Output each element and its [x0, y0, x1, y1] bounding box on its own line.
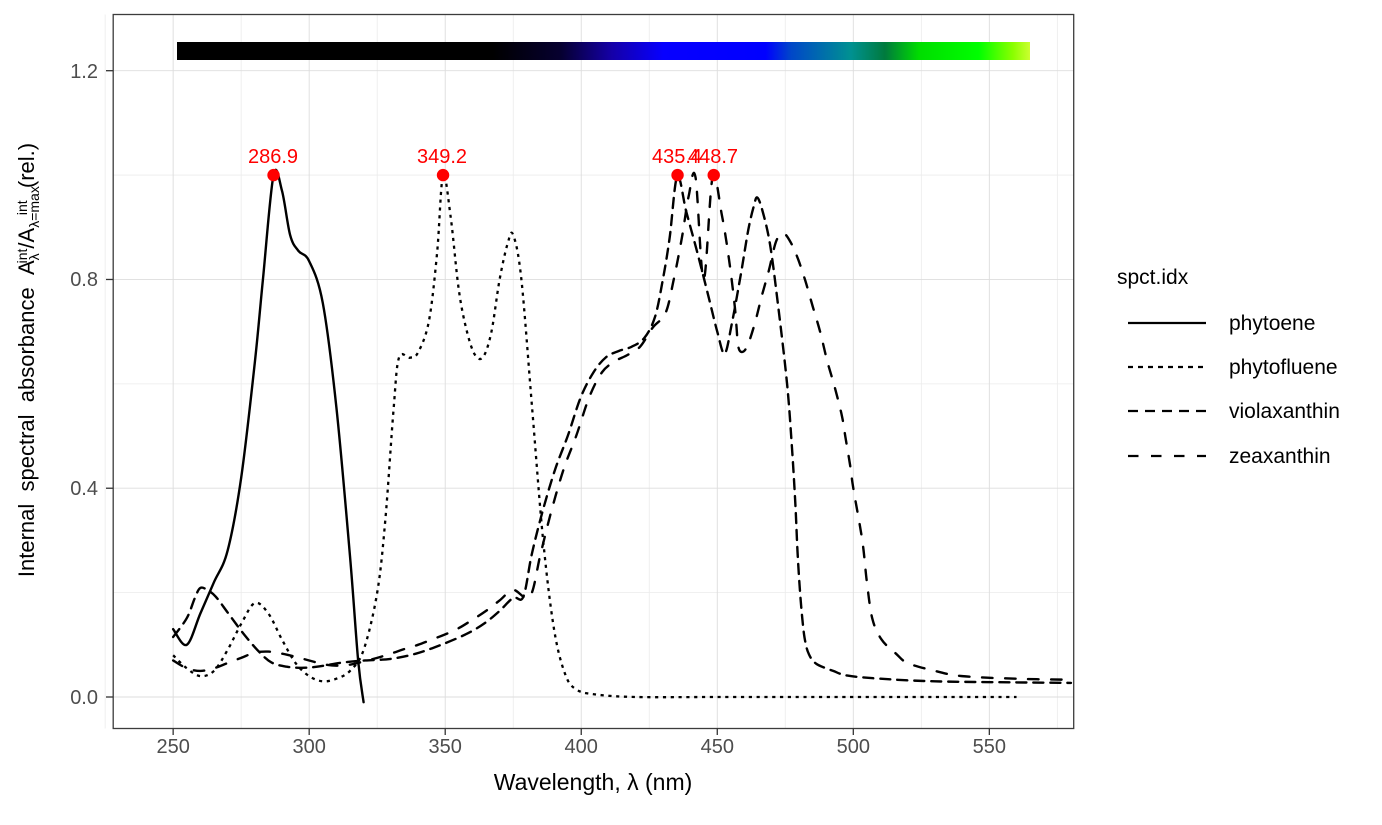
svg-text:448.7: 448.7 — [688, 146, 738, 168]
svg-text:450: 450 — [701, 736, 734, 758]
svg-text:spct.idx: spct.idx — [1117, 266, 1189, 289]
svg-text:250: 250 — [156, 736, 189, 758]
svg-text:500: 500 — [837, 736, 870, 758]
svg-text:0.8: 0.8 — [70, 269, 98, 291]
svg-text:1.2: 1.2 — [70, 61, 98, 83]
svg-text:550: 550 — [973, 736, 1006, 758]
svg-text:violaxanthin: violaxanthin — [1229, 400, 1340, 423]
svg-text:400: 400 — [565, 736, 598, 758]
svg-text:300: 300 — [292, 736, 325, 758]
svg-text:phytoene: phytoene — [1229, 312, 1315, 335]
svg-text:349.2: 349.2 — [417, 146, 467, 168]
svg-text:0.0: 0.0 — [70, 687, 98, 709]
svg-text:Wavelength, λ (nm): Wavelength, λ (nm) — [494, 769, 693, 795]
svg-text:zeaxanthin: zeaxanthin — [1229, 445, 1331, 468]
svg-text:286.9: 286.9 — [248, 146, 298, 168]
svg-text:0.4: 0.4 — [70, 478, 98, 500]
svg-text:phytofluene: phytofluene — [1229, 356, 1338, 379]
svg-text:350: 350 — [429, 736, 462, 758]
